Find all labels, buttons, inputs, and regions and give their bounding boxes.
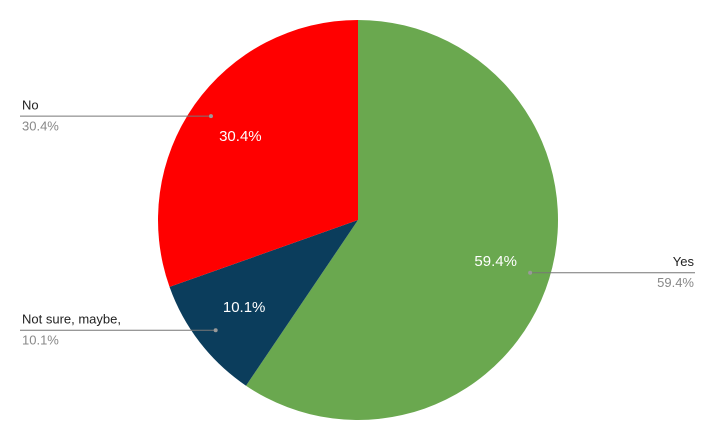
legend-label: Yes (673, 254, 695, 269)
legend-value: 10.1% (22, 333, 59, 348)
pie-slice (158, 20, 358, 287)
slice-label: 59.4% (474, 253, 517, 270)
leader-dot (528, 270, 533, 275)
pie-slice (169, 220, 358, 386)
leader-dot (208, 114, 213, 119)
legend-value: 30.4% (22, 119, 59, 134)
pie-slice (246, 20, 559, 421)
legend-label: Not sure, maybe, (22, 312, 121, 327)
slice-label: 30.4% (219, 128, 262, 145)
legend-label: No (22, 98, 39, 113)
legend-value: 59.4% (657, 275, 694, 290)
leader-dot (213, 328, 218, 333)
slice-label: 10.1% (223, 299, 266, 316)
